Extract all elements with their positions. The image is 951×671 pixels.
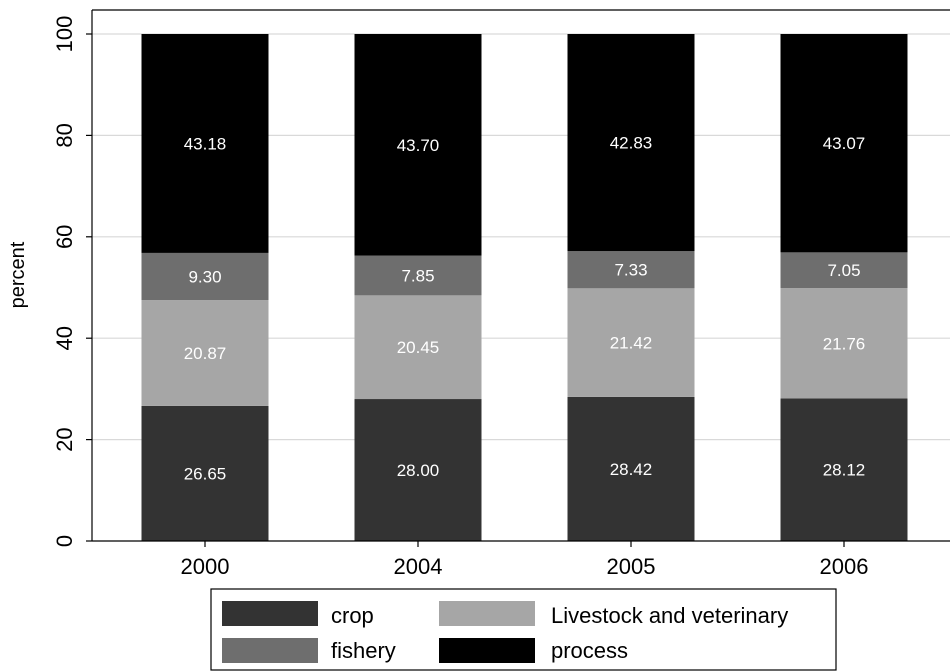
data-label: 21.76 <box>823 334 866 353</box>
y-tick-label: 20 <box>52 427 77 451</box>
bar-crop-2000 <box>141 405 269 541</box>
y-axis-title: percent <box>7 241 29 308</box>
bar-fishery-2000 <box>141 252 269 301</box>
y-tick-label: 100 <box>52 16 77 53</box>
data-label: 7.85 <box>401 266 434 285</box>
x-tick-label: 2006 <box>820 554 869 579</box>
bar-process-2004 <box>354 34 482 256</box>
data-label: 28.12 <box>823 461 866 480</box>
bar-fishery-2005 <box>567 251 695 289</box>
y-tick-label: 0 <box>52 535 77 547</box>
legend: crop Livestock and veterinary fishery proce… <box>210 588 837 671</box>
data-label: 9.30 <box>188 267 221 286</box>
bar-livestock-and-veterinary-2005 <box>567 288 695 397</box>
legend-label-fishery: fishery <box>331 638 396 663</box>
x-tick-label: 2000 <box>181 554 230 579</box>
data-labels: 26.65 20.87 9.30 43.18 28.00 20.45 7.85 43.70 28… <box>184 134 866 484</box>
data-label: 21.42 <box>610 334 653 353</box>
bar-fishery-2004 <box>354 255 482 296</box>
legend-swatch-crop <box>222 601 318 626</box>
data-label: 42.83 <box>610 134 653 153</box>
bar-livestock-and-veterinary-2004 <box>354 295 482 400</box>
bar-livestock-and-veterinary-2000 <box>141 300 269 406</box>
bar-process-2000 <box>141 34 269 253</box>
data-label: 28.00 <box>397 461 440 480</box>
data-label: 26.65 <box>184 464 227 483</box>
bar-process-2006 <box>780 34 908 253</box>
x-tick-label: 2005 <box>607 554 656 579</box>
bar-crop-2004 <box>354 399 482 541</box>
data-label: 43.70 <box>397 136 440 155</box>
legend-label-livestock-and-veterinary: Livestock and veterinary <box>551 603 788 628</box>
data-label: 20.87 <box>184 344 227 363</box>
axes: 2000 2004 2005 2006 0 20 40 60 80 100 <box>52 9 950 579</box>
legend-label-crop: crop <box>331 603 374 628</box>
legend-swatch-fishery <box>222 638 318 663</box>
legend-label-process: process <box>551 638 628 663</box>
bar-crop-2006 <box>780 398 908 541</box>
y-tick-label: 40 <box>52 326 77 350</box>
bar-fishery-2006 <box>780 252 908 289</box>
legend-swatch-process <box>439 638 535 663</box>
data-label: 7.33 <box>614 261 647 280</box>
data-label: 28.42 <box>610 460 653 479</box>
data-label: 43.18 <box>184 134 227 153</box>
y-tick-label: 60 <box>52 225 77 249</box>
legend-swatch-livestock-and-veterinary <box>439 601 535 626</box>
bar-livestock-and-veterinary-2006 <box>780 288 908 399</box>
data-label: 20.45 <box>397 338 440 357</box>
data-label: 43.07 <box>823 134 866 153</box>
bar-crop-2005 <box>567 396 695 541</box>
bars <box>141 34 908 541</box>
x-tick-label: 2004 <box>394 554 443 579</box>
bar-process-2005 <box>567 34 695 252</box>
data-label: 7.05 <box>827 261 860 280</box>
y-tick-label: 80 <box>52 123 77 147</box>
